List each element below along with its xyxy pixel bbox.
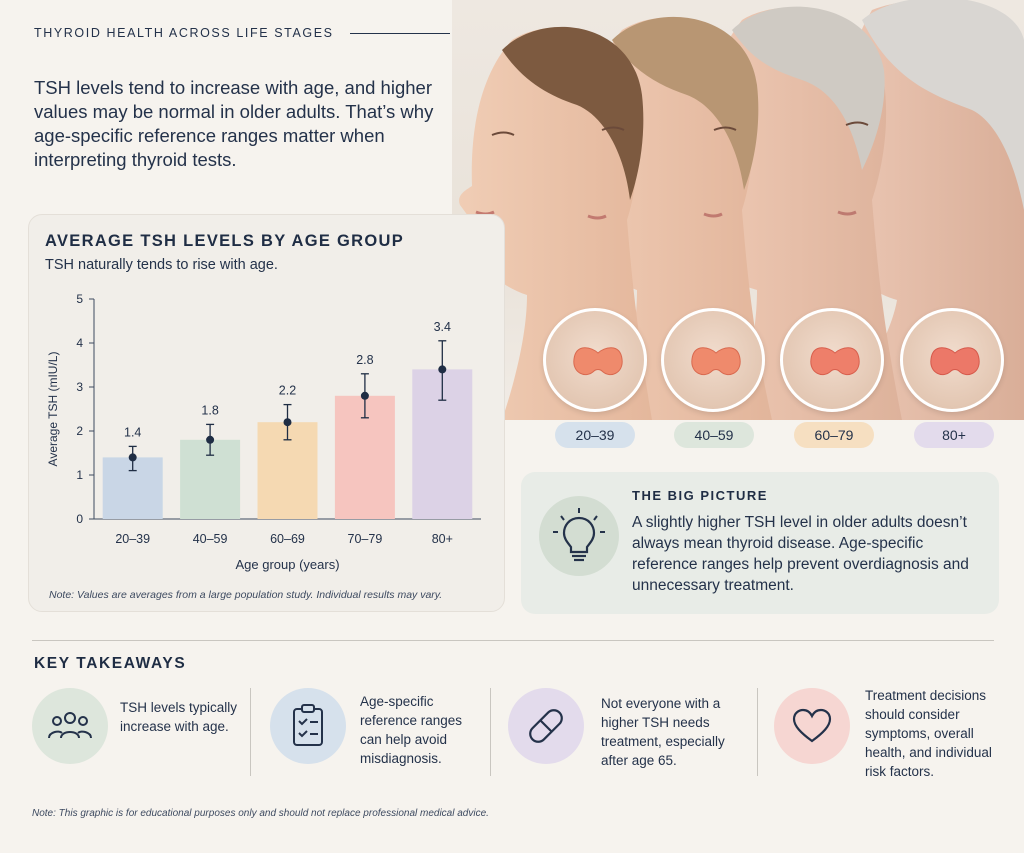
age-badge: 40–59 [674, 422, 754, 448]
big-picture-title: THE BIG PICTURE [632, 488, 768, 503]
mean-point [128, 453, 137, 462]
data-label: 2.2 [279, 384, 296, 398]
x-tick-label: 70–79 [348, 532, 383, 546]
age-badge: 80+ [914, 422, 994, 448]
x-tick-label: 20–39 [115, 532, 150, 546]
mean-point [360, 391, 369, 400]
y-tick-label: 3 [76, 380, 83, 394]
takeaway-separator [490, 688, 491, 776]
big-picture-card: THE BIG PICTURE A slightly higher TSH le… [521, 472, 999, 614]
data-label: 3.4 [434, 320, 451, 334]
clipboard-checklist-icon [270, 688, 346, 764]
chart-note: Note: Values are averages from a large p… [49, 589, 443, 601]
chart-title: AVERAGE TSH LEVELS BY AGE GROUP [45, 232, 405, 250]
takeaway-item: Age-specific reference ranges can help a… [270, 686, 485, 776]
thyroid-icon [661, 308, 765, 412]
age-badge: 20–39 [555, 422, 635, 448]
takeaway-separator [757, 688, 758, 776]
takeaway-text: TSH levels typically increase with age. [120, 700, 238, 734]
eyebrow-heading: THYROID HEALTH ACROSS LIFE STAGES [34, 26, 450, 40]
heart-icon [774, 688, 850, 764]
eyebrow-rule [349, 32, 450, 34]
tsh-bar-chart: 0 1 2 3 4 5 Average TSH (mIU/L) 1.4 20–39 1.8 40–5… [46, 292, 481, 572]
takeaway-item: Not everyone with a higher TSH needs tre… [508, 686, 748, 776]
y-tick-label: 0 [76, 512, 83, 526]
y-tick-label: 4 [76, 336, 83, 350]
big-picture-text: A slightly higher TSH level in older adu… [632, 514, 969, 594]
takeaway-text: Not everyone with a higher TSH needs tre… [601, 696, 725, 768]
y-tick-label: 1 [76, 468, 83, 482]
takeaway-separator [250, 688, 251, 776]
x-tick-label: 60–69 [270, 532, 305, 546]
lightbulb-icon [539, 496, 619, 576]
key-takeaways-title: KEY TAKEAWAYS [34, 655, 187, 672]
people-icon [32, 688, 108, 764]
thyroid-icon [780, 308, 884, 412]
x-axis-label: Age group (years) [235, 557, 339, 572]
mean-point [283, 418, 292, 427]
age-badge: 60–79 [794, 422, 874, 448]
takeaway-text: Treatment decisions should consider symp… [865, 688, 992, 779]
thyroid-icon [900, 308, 1004, 412]
x-tick-label: 40–59 [193, 532, 228, 546]
tsh-chart-card: AVERAGE TSH LEVELS BY AGE GROUP TSH natu… [28, 214, 505, 612]
x-tick-label: 80+ [432, 532, 453, 546]
y-axis-label: Average TSH (mIU/L) [46, 352, 60, 467]
data-label: 2.8 [356, 353, 373, 367]
thyroid-age-row: 20–39 40–59 60–79 80+ [540, 308, 1010, 448]
intro-paragraph: TSH levels tend to increase with age, an… [34, 77, 434, 170]
section-divider [32, 640, 994, 641]
takeaway-text: Age-specific reference ranges can help a… [360, 694, 463, 766]
chart-subtitle: TSH naturally tends to rise with age. [45, 257, 278, 273]
y-tick-label: 5 [76, 292, 83, 306]
data-label: 1.8 [201, 403, 218, 417]
data-label: 1.4 [124, 425, 141, 439]
mean-point [206, 435, 215, 444]
takeaway-item: Treatment decisions should consider symp… [774, 686, 1014, 779]
y-tick-label: 2 [76, 424, 83, 438]
disclaimer-footnote: Note: This graphic is for educational pu… [32, 808, 489, 819]
pill-icon [508, 688, 584, 764]
thyroid-icon [543, 308, 647, 412]
eyebrow-text: THYROID HEALTH ACROSS LIFE STAGES [34, 26, 334, 40]
mean-point [438, 365, 447, 374]
takeaway-item: TSH levels typically increase with age. [32, 686, 242, 776]
